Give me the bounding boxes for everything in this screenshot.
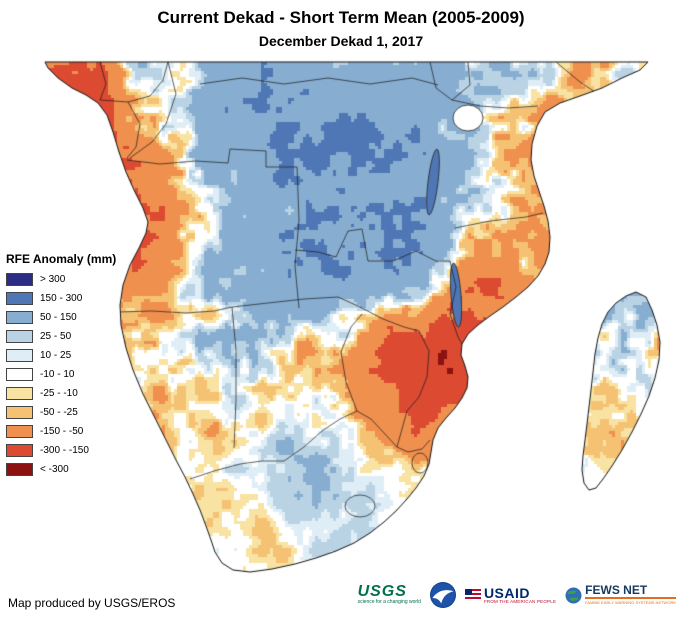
fewsnet-logo: FEWS NET FAMINE EARLY WARNING SYSTEMS NE… xyxy=(565,583,676,605)
usaid-logo-text: USAID xyxy=(483,584,530,601)
legend-item: 25 - 50 xyxy=(6,330,116,343)
legend-label: > 300 xyxy=(40,274,66,285)
legend-swatch xyxy=(6,425,33,438)
usgs-logo-tagline: science for a changing world xyxy=(357,599,421,605)
legend-item: -10 - 10 xyxy=(6,368,116,381)
legend-label: < -300 xyxy=(40,464,69,475)
legend-title: RFE Anomaly (mm) xyxy=(6,252,117,266)
legend-item: -25 - -10 xyxy=(6,387,116,400)
legend-item: > 300 xyxy=(6,273,116,286)
legend-label: -300 - -150 xyxy=(40,445,89,456)
legend-label: 150 - 300 xyxy=(40,293,83,304)
legend-swatch xyxy=(6,463,33,476)
legend-swatch xyxy=(6,311,33,324)
legend-item: -300 - -150 xyxy=(6,444,116,457)
fewsnet-logo-text: FEWS NET xyxy=(585,583,648,597)
legend-label: -10 - 10 xyxy=(40,369,75,380)
page-subtitle: December Dekad 1, 2017 xyxy=(258,33,424,49)
usaid-flag-icon xyxy=(464,589,481,601)
fewsnet-logo-bar xyxy=(585,597,676,599)
legend-swatch xyxy=(6,349,33,362)
legend-item: 150 - 300 xyxy=(6,292,116,305)
legend-swatch xyxy=(6,387,33,400)
legend-item: 50 - 150 xyxy=(6,311,116,324)
legend-item: -50 - -25 xyxy=(6,406,116,419)
legend-swatch xyxy=(6,444,33,457)
legend-label: 50 - 150 xyxy=(40,312,77,323)
legend-swatch xyxy=(6,406,33,419)
legend-label: 25 - 50 xyxy=(40,331,72,342)
map-credit: Map produced by USGS/EROS xyxy=(8,596,176,610)
legend-swatch xyxy=(6,292,33,305)
page-title: Current Dekad - Short Term Mean (2005-20… xyxy=(157,8,525,27)
usgs-logo-text: USGS xyxy=(357,583,407,600)
legend-item: < -300 xyxy=(6,463,116,476)
legend-label: -25 - -10 xyxy=(40,388,78,399)
legend-swatch xyxy=(6,273,33,286)
legend: RFE Anomaly (mm) > 300 150 - 300 50 - 15… xyxy=(6,252,116,482)
legend-swatch xyxy=(6,368,33,381)
legend-label: -50 - -25 xyxy=(40,407,78,418)
legend-label: 10 - 25 xyxy=(40,350,72,361)
legend-item: -150 - -50 xyxy=(6,425,116,438)
legend-swatch xyxy=(6,330,33,343)
usgs-logo: USGS science for a changing world xyxy=(357,583,421,606)
fewsnet-logo-tagline: FAMINE EARLY WARNING SYSTEMS NETWORK xyxy=(585,600,676,605)
usaid-logo: USAID FROM THE AMERICAN PEOPLE xyxy=(464,584,557,604)
logo-row: USGS science for a changing world USAID … xyxy=(358,582,676,608)
usaid-logo-tagline: FROM THE AMERICAN PEOPLE xyxy=(483,598,557,604)
globe-icon xyxy=(565,587,582,603)
legend-item: 10 - 25 xyxy=(6,349,116,362)
noaa-logo-icon xyxy=(429,582,456,608)
legend-label: -150 - -50 xyxy=(40,426,84,437)
